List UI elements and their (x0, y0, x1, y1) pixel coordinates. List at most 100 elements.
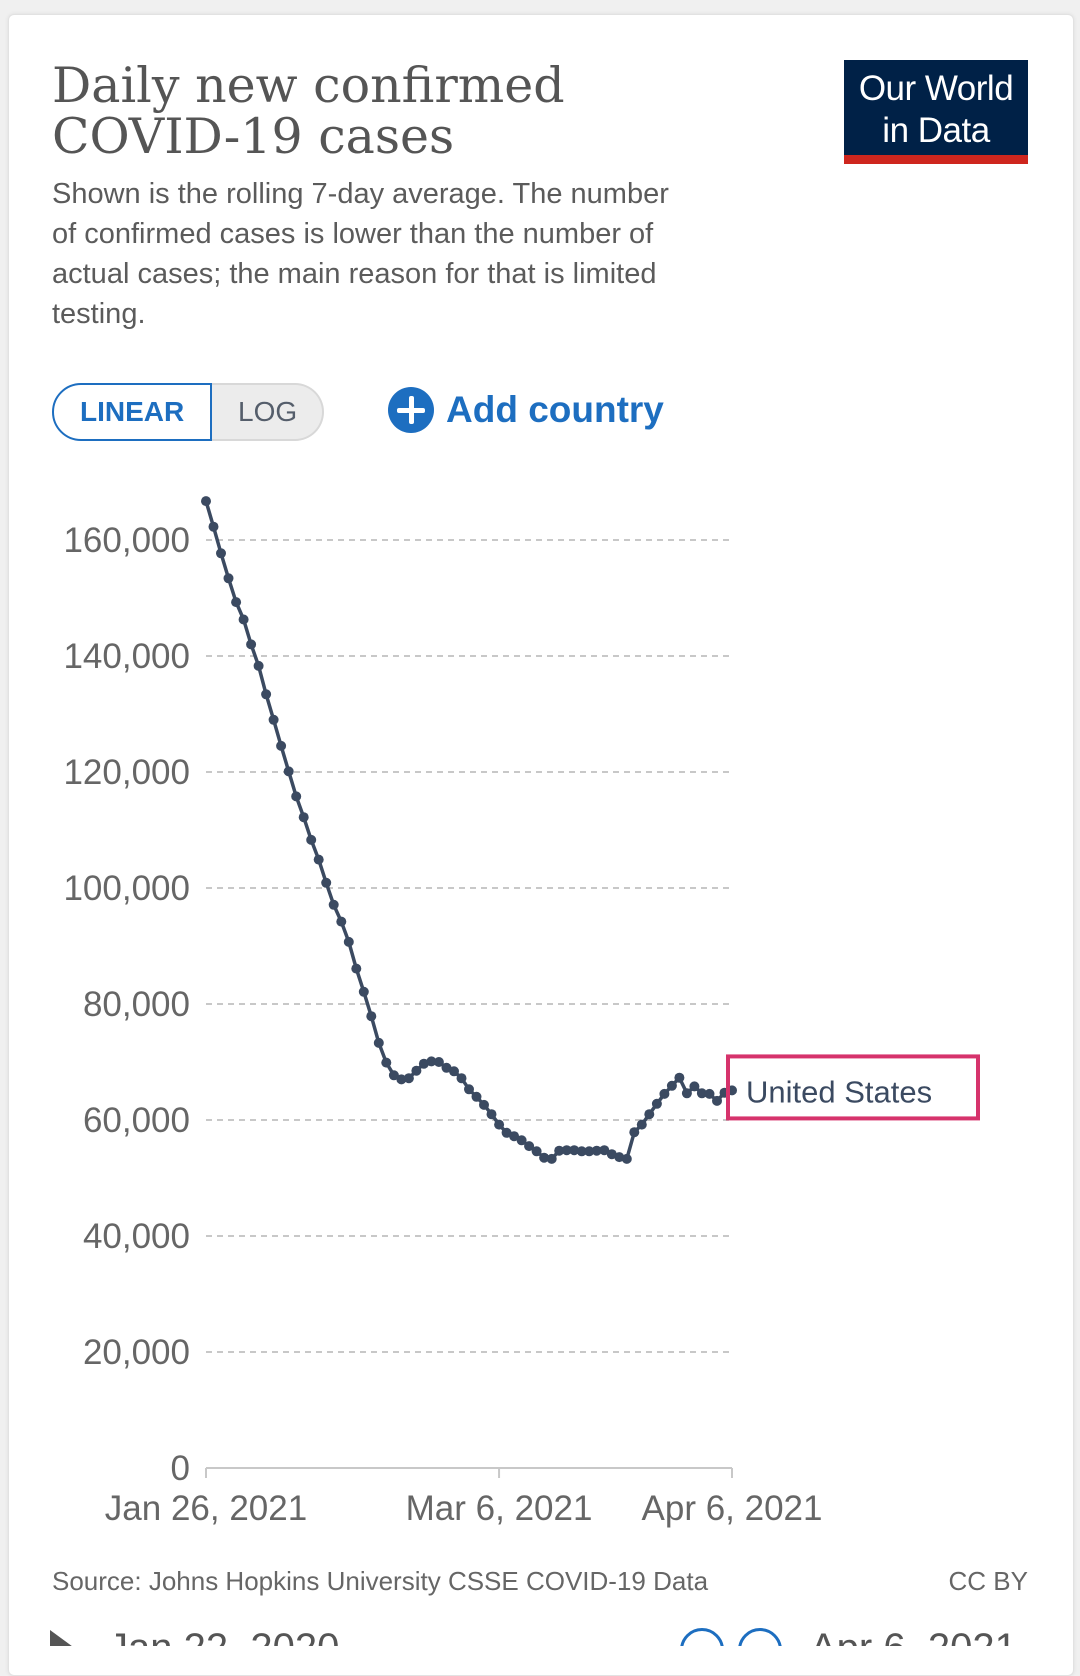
scale-toggle: LINEAR LOG (52, 383, 324, 441)
data-point (696, 1088, 707, 1099)
data-point (358, 986, 369, 997)
data-point (208, 521, 219, 532)
data-point (681, 1088, 692, 1099)
timeline: Jan 22, 2020 Apr 6, 2021 (0, 1622, 1080, 1646)
y-tick-label: 80,000 (83, 985, 190, 1024)
timeline-start-label: Jan 22, 2020 (108, 1626, 339, 1646)
data-point (418, 1058, 429, 1069)
data-point (456, 1073, 467, 1084)
chart-title: Daily new confirmed COVID-19 cases (52, 60, 732, 162)
x-tick-label: Apr 6, 2021 (642, 1489, 823, 1528)
data-point (629, 1127, 640, 1138)
subtitle-line1: Shown is the rolling 7-day average. The … (52, 178, 669, 210)
subtitle-line3: actual cases; the main reason for that i… (52, 258, 657, 290)
data-point (313, 854, 324, 865)
data-point (674, 1072, 685, 1083)
license-link[interactable]: CC BY (948, 1566, 1028, 1596)
data-point (486, 1109, 497, 1120)
x-tick-label: Mar 6, 2021 (406, 1489, 593, 1528)
log-scale-button[interactable]: LOG (212, 383, 324, 441)
series-line-united-states (204, 500, 733, 1161)
data-point (238, 614, 249, 625)
data-point (531, 1146, 542, 1157)
data-point (246, 639, 257, 650)
x-tick-label: Jan 26, 2021 (105, 1489, 307, 1528)
data-point (261, 689, 272, 700)
timeline-start-handle[interactable] (680, 1628, 724, 1646)
data-point (328, 899, 339, 910)
data-point (336, 916, 347, 927)
data-point (276, 740, 287, 751)
add-country-label: Add country (446, 389, 664, 430)
data-point (411, 1065, 422, 1076)
source-link[interactable]: Source: Johns Hopkins University CSSE CO… (52, 1566, 709, 1596)
data-point (343, 936, 354, 947)
y-tick-label: 160,000 (63, 521, 190, 560)
data-point (524, 1141, 535, 1152)
data-point (283, 766, 294, 777)
data-point (449, 1066, 459, 1077)
logo-line2: in Data (882, 111, 990, 150)
y-tick-label: 60,000 (83, 1101, 190, 1140)
y-tick-label: 40,000 (83, 1217, 190, 1256)
data-point (584, 1146, 595, 1157)
chart-title-line1: Daily new confirmed (52, 57, 565, 114)
data-point (689, 1081, 700, 1092)
data-point (381, 1057, 392, 1068)
data-point (599, 1145, 610, 1156)
data-point (576, 1146, 587, 1157)
data-point (636, 1119, 647, 1130)
series-end-label: United States (746, 1074, 932, 1109)
logo-line1: Our World (858, 69, 1014, 108)
data-point (291, 791, 302, 802)
data-point (651, 1098, 662, 1109)
data-point (216, 548, 226, 559)
data-point (201, 496, 211, 507)
data-point (373, 1037, 384, 1048)
data-point (659, 1088, 670, 1099)
timeline-end-label: Apr 6, 2021 (810, 1626, 1017, 1646)
data-point (321, 877, 332, 888)
data-point (569, 1145, 580, 1156)
data-point (464, 1084, 474, 1095)
data-point (441, 1062, 452, 1073)
chart-card (8, 14, 1074, 1676)
data-point (516, 1135, 527, 1146)
data-point (433, 1057, 444, 1067)
data-point (223, 573, 234, 584)
data-point (712, 1095, 722, 1106)
data-point (704, 1088, 715, 1099)
y-tick-label: 0 (171, 1449, 190, 1488)
data-point (666, 1080, 677, 1091)
play-icon[interactable] (50, 1630, 80, 1646)
data-point (403, 1073, 414, 1084)
data-point (388, 1070, 399, 1081)
data-point (351, 963, 362, 974)
data-point (231, 597, 242, 608)
data-point (471, 1091, 482, 1102)
highlight-box (726, 1054, 980, 1121)
data-point (306, 834, 317, 845)
data-point (268, 714, 279, 725)
data-point (426, 1056, 437, 1067)
linear-scale-button[interactable]: LINEAR (52, 383, 212, 441)
data-point (494, 1119, 505, 1130)
data-point (539, 1152, 550, 1163)
chart-subtitle: Shown is the rolling 7-day average. The … (52, 174, 752, 334)
y-tick-label: 100,000 (63, 869, 190, 908)
line-chart: 0 20,000 40,000 60,000 80,000 100,000 120,000 1… (63, 496, 980, 1528)
data-point (396, 1074, 407, 1085)
add-country-button[interactable]: Add country (388, 384, 664, 436)
y-tick-label: 120,000 (63, 753, 190, 792)
data-point (546, 1153, 557, 1164)
plus-circle-icon (388, 387, 434, 433)
data-point (479, 1099, 489, 1110)
data-point (606, 1149, 617, 1160)
data-point (591, 1145, 602, 1156)
y-tick-label: 140,000 (63, 637, 190, 676)
data-point (554, 1145, 565, 1156)
timeline-end-handle[interactable] (738, 1628, 782, 1646)
data-point (621, 1153, 632, 1164)
owid-logo[interactable]: Our World in Data (844, 60, 1028, 164)
data-point (614, 1152, 625, 1163)
